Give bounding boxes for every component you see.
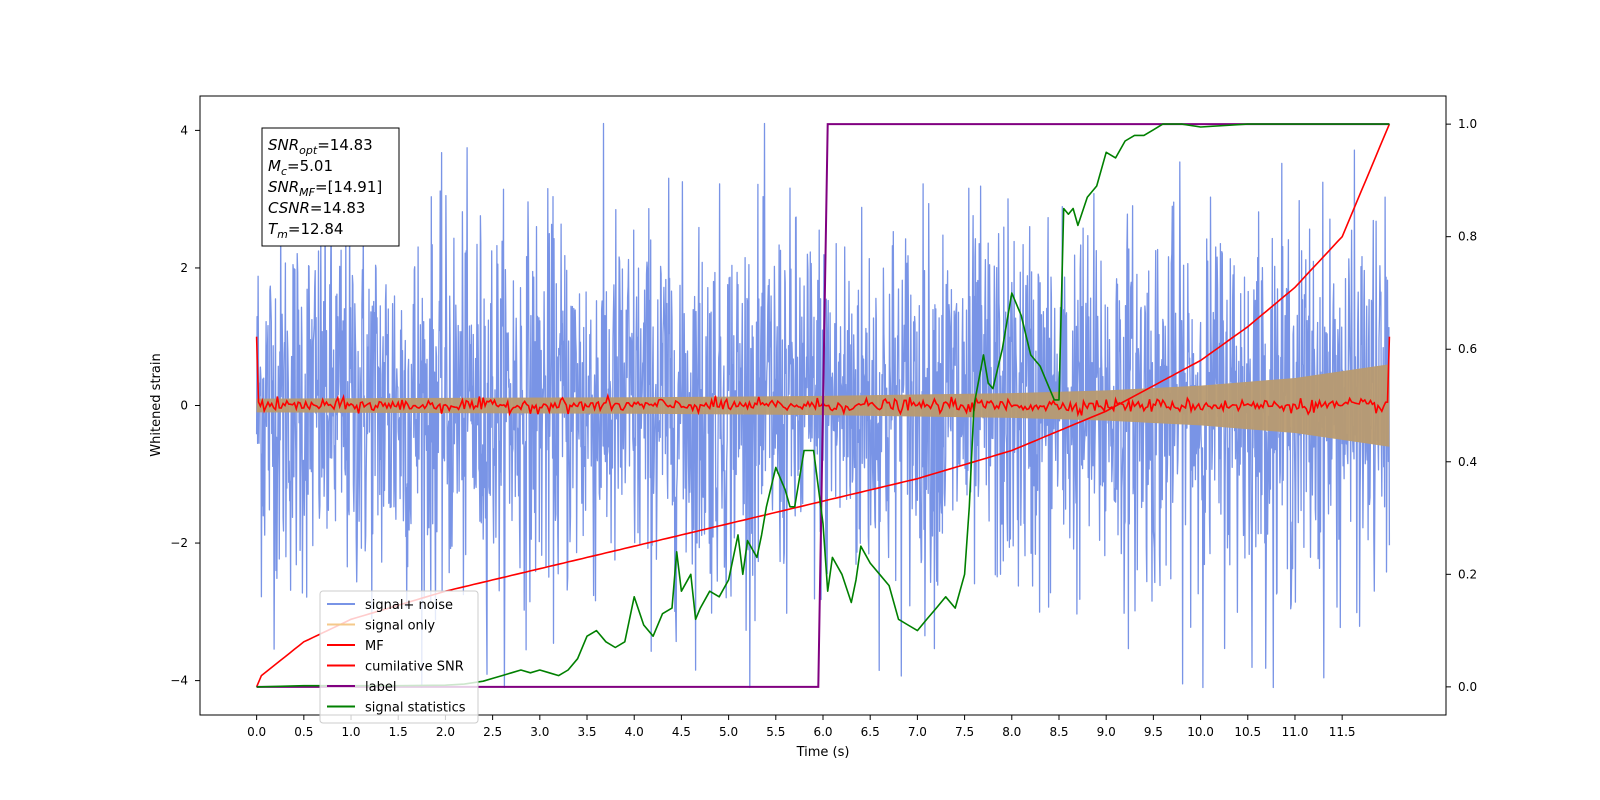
x-tick-label: 2.5 [483, 725, 502, 739]
x-tick-label: 10.0 [1187, 725, 1214, 739]
x-tick-label: 0.0 [247, 725, 266, 739]
x-tick-label: 9.0 [1097, 725, 1116, 739]
y-tick-label: 4 [180, 123, 188, 137]
x-tick-label: 1.5 [389, 725, 408, 739]
y2-tick-label: 0.4 [1458, 455, 1477, 469]
y-axis-ticks: 4 2 0 −2 −4 [170, 123, 200, 688]
x-tick-label: 7.5 [955, 725, 974, 739]
y2-axis-ticks: 1.0 0.8 0.6 0.4 0.2 0.0 [1446, 117, 1477, 694]
x-tick-label: 2.0 [436, 725, 455, 739]
legend-label: cumilative SNR [365, 660, 464, 675]
annotation-frame [261, 127, 400, 247]
label-line [256, 123, 1390, 688]
annotation-line: SNRMF=[14.91] [268, 178, 382, 199]
y2-tick-label: 1.0 [1458, 117, 1477, 131]
x-tick-label: 8.0 [1002, 725, 1021, 739]
legend-label: signal statistics [365, 701, 466, 716]
x-tick-label: 7.0 [908, 725, 927, 739]
x-tick-label: 11.0 [1282, 725, 1309, 739]
x-tick-label: 6.0 [813, 725, 832, 739]
y2-tick-label: 0.2 [1458, 567, 1477, 581]
x-tick-label: 1.0 [341, 725, 360, 739]
annotation-line: CSNR=14.83 [268, 199, 365, 217]
x-tick-label: 5.5 [766, 725, 785, 739]
x-tick-label: 6.5 [861, 725, 880, 739]
legend-label: label [365, 680, 396, 695]
signal-statistics-line [256, 123, 1390, 688]
x-tick-label: 9.5 [1144, 725, 1163, 739]
annotation-line: Mc=5.01 [268, 157, 333, 178]
x-tick-label: 3.0 [530, 725, 549, 739]
y-tick-label: −2 [170, 536, 188, 550]
y-tick-label: −4 [170, 674, 188, 688]
x-tick-label: 4.0 [625, 725, 644, 739]
x-tick-label: 8.5 [1049, 725, 1068, 739]
y-tick-label: 0 [180, 399, 188, 413]
x-tick-label: 3.5 [577, 725, 596, 739]
y-tick-label: 2 [180, 261, 188, 275]
x-tick-label: 5.0 [719, 725, 738, 739]
stats-annotation-box: SNRopt=14.83Mc=5.01SNRMF=[14.91]CSNR=14.… [261, 127, 400, 247]
annotation-line: SNRopt=14.83 [268, 136, 373, 157]
x-tick-label: 0.5 [294, 725, 313, 739]
legend-frame [319, 590, 479, 724]
legend-label: signal+ noise [365, 598, 453, 613]
legend-label: MF [365, 639, 384, 654]
legend: signal+ noise signal only MF cumilative SNR… [319, 590, 479, 724]
y2-tick-label: 0.6 [1458, 342, 1477, 356]
y2-tick-label: 0.8 [1458, 230, 1477, 244]
y2-tick-label: 0.0 [1458, 680, 1477, 694]
x-tick-label: 11.5 [1329, 725, 1356, 739]
y-axis-label: Whitened strain [149, 353, 164, 456]
x-axis-ticks: 0.0 0.5 1.0 1.5 2.0 2.5 3.0 3.5 4.0 4.5 5.0 5.5 6.0 6… [247, 715, 1356, 739]
x-axis-label: Time (s) [796, 745, 850, 760]
annotation-line: Tm=12.84 [268, 220, 343, 241]
legend-label: signal only [365, 619, 435, 634]
x-tick-label: 4.5 [672, 725, 691, 739]
x-tick-label: 10.5 [1234, 725, 1261, 739]
